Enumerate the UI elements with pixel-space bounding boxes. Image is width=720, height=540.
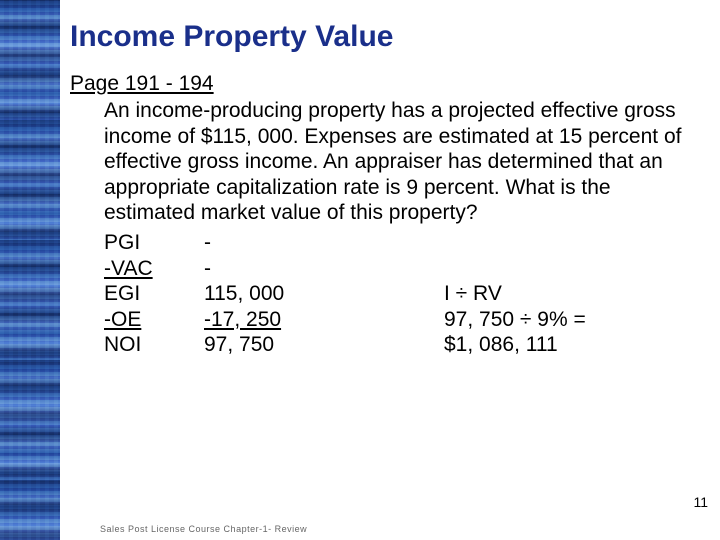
footer-text: Sales Post License Course Chapter-1- Rev… — [100, 524, 307, 534]
calc-extra: $1, 086, 111 — [444, 332, 558, 358]
calc-extra: I ÷ RV — [444, 281, 502, 307]
calc-label: EGI — [104, 281, 204, 307]
slide-title: Income Property Value — [70, 20, 700, 54]
slide-number: 11 — [693, 494, 708, 510]
calc-value: - — [204, 230, 374, 256]
calc-value: - — [204, 256, 374, 282]
calc-row: NOI 97, 750 $1, 086, 111 — [104, 332, 700, 358]
calc-label: -OE — [104, 307, 204, 333]
page-reference: Page 191 - 194 — [70, 72, 700, 96]
calc-value: 115, 000 — [204, 281, 374, 307]
calc-label: -VAC — [104, 256, 204, 282]
calc-row: -VAC - — [104, 256, 700, 282]
calc-row: -OE -17, 250 97, 750 ÷ 9% = — [104, 307, 700, 333]
calc-label: PGI — [104, 230, 204, 256]
calc-label: NOI — [104, 332, 204, 358]
calc-value: -17, 250 — [204, 307, 374, 333]
calculation-block: PGI - -VAC - EGI 115, 000 I ÷ RV -OE -17… — [104, 230, 700, 358]
calc-row: EGI 115, 000 I ÷ RV — [104, 281, 700, 307]
problem-paragraph: An income-producing property has a proje… — [104, 98, 700, 226]
decorative-sidebar — [0, 0, 60, 540]
calc-extra: 97, 750 ÷ 9% = — [444, 307, 586, 333]
calc-row: PGI - — [104, 230, 700, 256]
slide-content: Income Property Value Page 191 - 194 An … — [70, 20, 700, 520]
calc-value: 97, 750 — [204, 332, 374, 358]
